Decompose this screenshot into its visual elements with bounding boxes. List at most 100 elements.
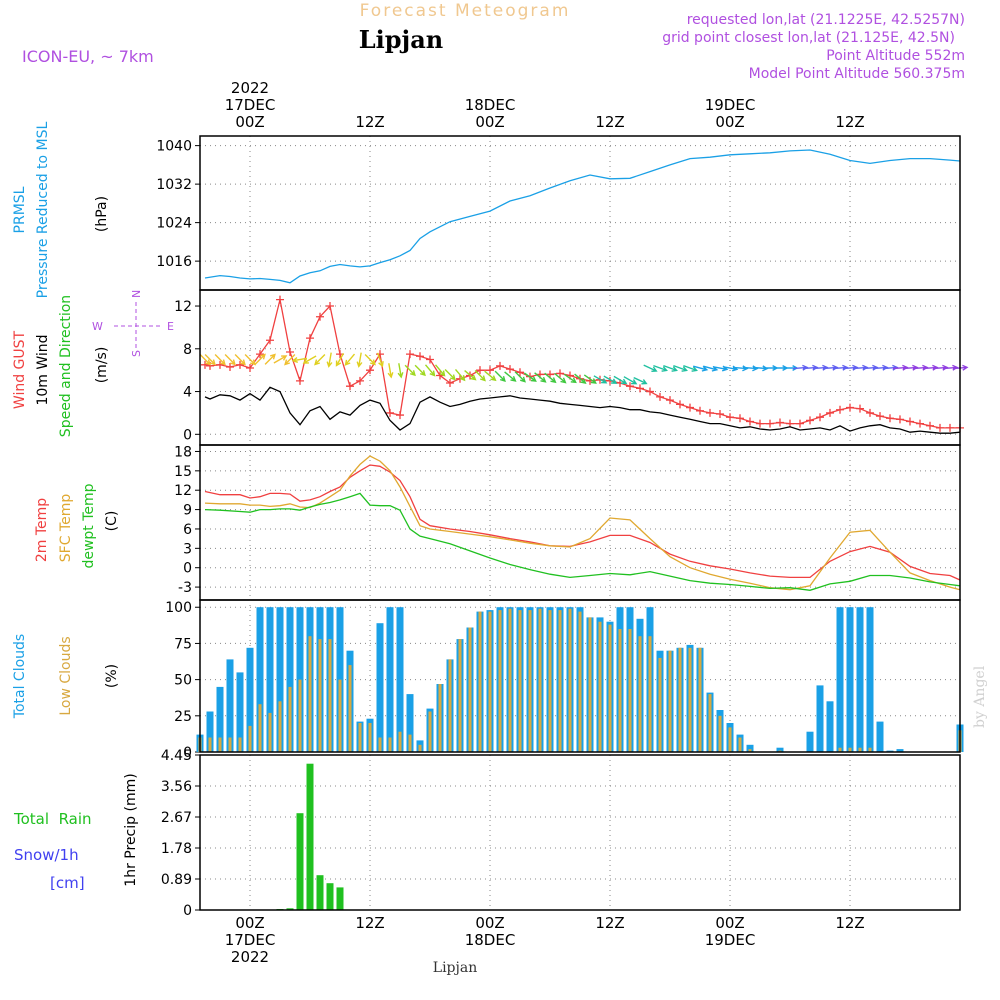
y-tick-label: 2.67 — [161, 810, 192, 826]
wind-arrow — [273, 355, 288, 364]
wind-arrow — [494, 370, 506, 383]
low-cloud-bar — [458, 639, 462, 752]
low-cloud-bar — [448, 659, 452, 752]
pressure-panel: 1016 1024 1032 1040 — [156, 135, 961, 291]
gust-marker — [636, 384, 644, 393]
wind-arrow — [544, 372, 557, 384]
rain-bar — [296, 813, 304, 910]
meteogram-title: Forecast Meteogram — [360, 1, 571, 21]
y-tick-label: 0.89 — [161, 872, 192, 888]
wind-arrow — [792, 364, 809, 371]
cloud-unit: (%) — [104, 664, 120, 688]
gust-marker — [326, 302, 334, 311]
gust-marker — [366, 366, 374, 375]
precip-panel: 0 0.89 1.78 2.67 3.56 4.45 — [161, 748, 961, 919]
top-time-label: 12Z — [595, 113, 624, 131]
wind-arrow — [663, 364, 678, 372]
pressure-label-1: PRMSL — [12, 186, 28, 233]
gust-marker — [516, 368, 524, 377]
gust-marker — [676, 400, 684, 409]
gust-marker — [796, 419, 804, 428]
wind-arrow — [742, 365, 759, 372]
bottom-time-label: 19DEC — [705, 931, 756, 949]
wind-arrow — [474, 370, 486, 382]
wind-arrow — [414, 364, 426, 377]
low-cloud-bar — [538, 608, 542, 752]
wind-arrow — [852, 364, 869, 371]
total-cloud-bar — [396, 607, 404, 752]
gust-marker — [876, 412, 884, 421]
low-cloud-bar — [738, 737, 742, 752]
low-cloud-bar — [478, 611, 482, 752]
bottom-time-label: 00Z — [715, 914, 744, 932]
footer-location: Lipjan — [433, 960, 477, 976]
low-cloud-bar — [428, 711, 432, 752]
temp-axis-labels: 2m Temp SFC Temp dewpt Temp (C) — [34, 483, 120, 568]
gust-marker — [386, 408, 394, 417]
gust-marker — [266, 336, 274, 345]
wind-arrow — [254, 353, 266, 365]
low-cloud-bar — [238, 737, 242, 752]
low-cloud-bar — [698, 647, 702, 752]
gust-marker — [216, 360, 224, 369]
total-cloud-bar — [826, 701, 834, 752]
low-cloud-bar — [468, 627, 472, 752]
wind-arrow — [673, 364, 688, 372]
low-cloud-bar — [358, 723, 362, 752]
y-tick-label: 15 — [174, 464, 192, 480]
y-tick-label: 6 — [183, 522, 192, 538]
gust-marker — [686, 403, 694, 412]
low-cloud-bar — [328, 639, 332, 752]
gust-marker — [306, 334, 314, 343]
gust-marker — [696, 406, 704, 415]
wind-speed-line — [204, 386, 961, 434]
wind-arrow — [264, 353, 276, 365]
gust-marker — [896, 415, 904, 424]
gust-marker — [256, 350, 264, 359]
precip-label: 1hr Precip (mm) — [123, 773, 139, 886]
total-cloud-bar — [236, 672, 244, 752]
wind-arrow — [523, 372, 537, 382]
compass-s: S — [130, 350, 143, 357]
gust-marker — [286, 348, 294, 356]
low-cloud-bar — [658, 657, 662, 752]
gust-marker — [496, 361, 504, 370]
wind-arrow — [454, 368, 466, 382]
wind-arrow — [842, 364, 859, 371]
wind-arrow — [326, 352, 333, 368]
rain-bar — [336, 887, 344, 910]
wind-arrow — [356, 352, 363, 368]
low-cloud-bar — [248, 725, 252, 752]
total-cloud-bar — [286, 607, 294, 752]
wind-arrow — [234, 354, 246, 366]
info-line-1: requested lon,lat (21.1225E, 42.5257N) — [687, 12, 965, 28]
total-cloud-bar — [746, 744, 754, 752]
wind-arrow — [892, 364, 909, 371]
wind-arrow — [902, 364, 919, 371]
low-cloud-bar — [568, 608, 572, 752]
rain-bar — [316, 875, 324, 910]
low-cloud-bar — [718, 715, 722, 752]
y-tick-label: 4 — [183, 385, 192, 401]
total-cloud-bar — [226, 659, 234, 752]
wind-arrow — [434, 364, 446, 377]
rain-bar — [286, 908, 294, 910]
bottom-time-label: 12Z — [355, 914, 384, 932]
low-cloud-bar — [498, 610, 502, 752]
top-time-label: 12Z — [355, 113, 384, 131]
wind-arrow — [643, 364, 658, 372]
t2m-line — [204, 464, 961, 581]
low-cloud-bar — [598, 621, 602, 752]
gust-marker — [856, 404, 864, 413]
wind-axis-labels: Wind GUST 10m Wind Speed and Direction (… — [12, 290, 174, 437]
y-tick-label: 9 — [183, 503, 192, 519]
info-line-3: Point Altitude 552m — [826, 48, 965, 64]
wind-arrow — [882, 364, 899, 371]
wind-arrow — [554, 372, 567, 384]
pressure-line — [204, 149, 961, 284]
pressure-unit: (hPa) — [94, 196, 110, 232]
low-cloud-bar — [288, 686, 292, 752]
bottom-time-label: 00Z — [235, 914, 264, 932]
wind-arrow — [942, 364, 959, 371]
